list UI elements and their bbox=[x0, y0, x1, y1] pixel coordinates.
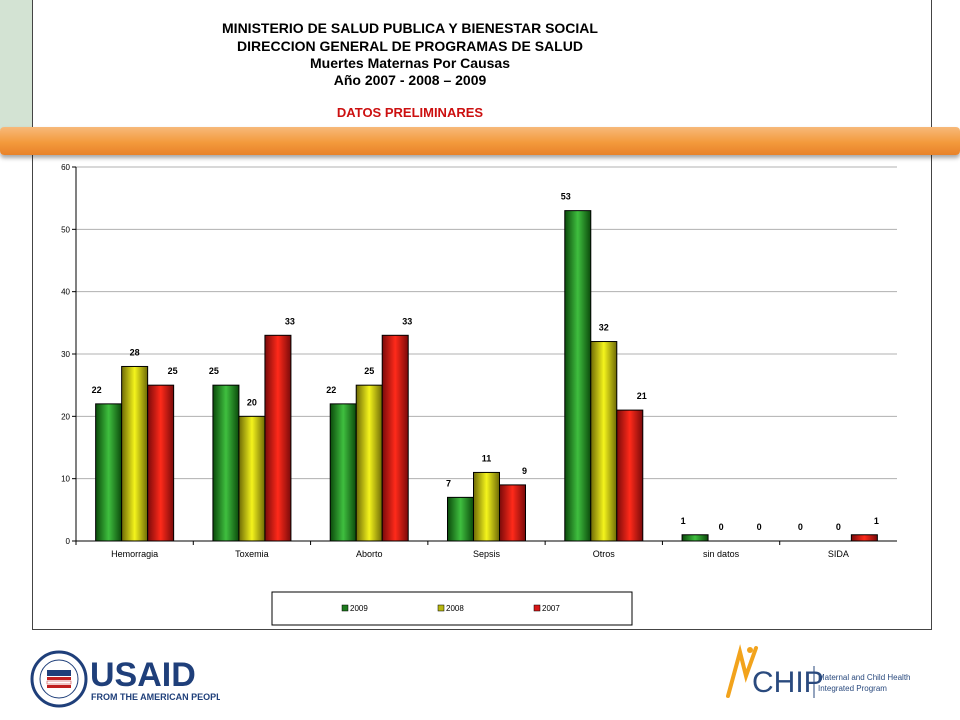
bar-2008-toxemia bbox=[238, 415, 266, 542]
category-label: Otros bbox=[593, 549, 616, 559]
usaid-wordmark: USAID bbox=[90, 656, 196, 694]
gridlines bbox=[76, 166, 897, 480]
data-label: 25 bbox=[209, 366, 219, 376]
title-line-direction: DIRECCION GENERAL DE PROGRAMAS DE SALUD bbox=[237, 38, 583, 54]
data-label: 32 bbox=[599, 323, 609, 333]
data-label: 33 bbox=[402, 316, 412, 326]
title-line-ministry: MINISTERIO DE SALUD PUBLICA Y BIENESTAR … bbox=[222, 20, 598, 36]
orange-divider-bar bbox=[0, 127, 960, 155]
bars bbox=[95, 210, 878, 542]
title-line-years: Año 2007 - 2008 – 2009 bbox=[333, 72, 487, 88]
usaid-logo: USAID FROM THE AMERICAN PEOPLE bbox=[30, 650, 220, 708]
bar-2009-sin-datos bbox=[681, 534, 709, 542]
category-label: Hemorragia bbox=[111, 549, 158, 559]
bar-2008-hemorragia bbox=[121, 365, 149, 542]
bar-2007-otros bbox=[616, 409, 644, 542]
bar-2009-aborto bbox=[329, 403, 357, 542]
y-tick-label: 40 bbox=[61, 288, 70, 297]
data-label: 9 bbox=[522, 466, 527, 476]
bar-2009-toxemia bbox=[212, 384, 240, 542]
left-accent-strip bbox=[0, 0, 32, 130]
data-label: 22 bbox=[92, 385, 102, 395]
category-label: SIDA bbox=[828, 549, 849, 559]
y-tick-label: 0 bbox=[66, 537, 71, 546]
category-label: Sepsis bbox=[473, 549, 501, 559]
data-label: 1 bbox=[874, 516, 879, 526]
bar-2007-toxemia bbox=[264, 334, 292, 542]
category-label: Aborto bbox=[356, 549, 383, 559]
mchip-tagline-1: Maternal and Child Health bbox=[818, 673, 911, 682]
legend-label-2007: 2007 bbox=[542, 604, 560, 613]
data-label: 1 bbox=[681, 516, 686, 526]
data-label: 53 bbox=[561, 192, 571, 202]
legend-label-2008: 2008 bbox=[446, 604, 464, 613]
bar-2007-hemorragia bbox=[147, 384, 175, 542]
y-tick-label: 60 bbox=[61, 163, 70, 172]
preliminary-data-subtitle: DATOS PRELIMINARES bbox=[336, 105, 484, 120]
usaid-tagline: FROM THE AMERICAN PEOPLE bbox=[91, 692, 220, 702]
mchip-m-icon bbox=[726, 644, 758, 698]
y-tick-label: 50 bbox=[61, 225, 70, 234]
legend: 2009 2008 2007 bbox=[271, 591, 633, 626]
data-label: 21 bbox=[637, 391, 647, 401]
legend-box bbox=[271, 591, 633, 626]
mchip-tagline-2: Integrated Program bbox=[818, 684, 887, 693]
data-label: 33 bbox=[285, 316, 295, 326]
bar-2009-otros bbox=[564, 210, 592, 542]
bar-2009-hemorragia bbox=[95, 403, 123, 542]
title-line-topic: Muertes Maternas Por Causas bbox=[310, 55, 510, 71]
bar-2008-sepsis bbox=[473, 471, 500, 542]
legend-swatch-2009 bbox=[341, 604, 349, 612]
data-label: 11 bbox=[482, 453, 492, 463]
data-label: 25 bbox=[364, 366, 374, 376]
bar-2007-sida bbox=[850, 534, 878, 542]
data-label: 0 bbox=[719, 522, 724, 532]
bar-2008-aborto bbox=[355, 384, 383, 542]
data-label: 28 bbox=[130, 347, 140, 357]
category-label: sin datos bbox=[703, 549, 740, 559]
data-label: 0 bbox=[798, 522, 803, 532]
legend-swatch-2008 bbox=[437, 604, 445, 612]
data-label: 0 bbox=[836, 522, 841, 532]
y-tick-label: 30 bbox=[61, 350, 70, 359]
bar-2007-sepsis bbox=[499, 484, 526, 542]
bar-2007-aborto bbox=[381, 334, 409, 542]
data-label: 25 bbox=[168, 366, 178, 376]
data-label: 20 bbox=[247, 397, 257, 407]
legend-swatch-2007 bbox=[533, 604, 541, 612]
y-tick-label: 20 bbox=[61, 412, 70, 421]
data-label: 0 bbox=[757, 522, 762, 532]
data-label: 22 bbox=[326, 385, 336, 395]
y-tick-label: 10 bbox=[61, 475, 70, 484]
mchip-logo: CHIP Maternal and Child Health Integrate… bbox=[726, 644, 911, 699]
bar-2009-sepsis bbox=[447, 496, 474, 542]
data-label: 7 bbox=[446, 478, 451, 488]
bar-2008-otros bbox=[590, 341, 618, 542]
mchip-wordmark: CHIP bbox=[752, 666, 824, 699]
legend-label-2009: 2009 bbox=[350, 604, 368, 613]
category-label: Toxemia bbox=[235, 549, 269, 559]
